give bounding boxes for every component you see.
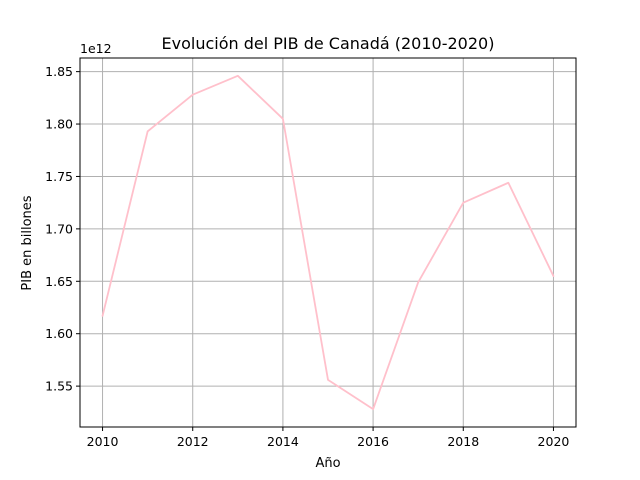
y-tick-label: 1.70 xyxy=(45,221,73,236)
x-tick-label: 2020 xyxy=(538,434,570,449)
x-tick-label: 2010 xyxy=(87,434,119,449)
y-tick-label: 1.65 xyxy=(45,274,73,289)
y-tick-label: 1.55 xyxy=(45,379,73,394)
x-tick-label: 2018 xyxy=(447,434,479,449)
x-axis-label: Año xyxy=(315,456,340,471)
x-tick-label: 2014 xyxy=(267,434,299,449)
chart-title: Evolución del PIB de Canadá (2010-2020) xyxy=(162,34,495,53)
y-tick-label: 1.85 xyxy=(45,64,73,79)
plot-area-frame xyxy=(79,57,577,428)
series-lines xyxy=(101,74,555,411)
x-tick-label: 2012 xyxy=(177,434,209,449)
x-tick-label: 2016 xyxy=(357,434,389,449)
y-tick-label: 1.60 xyxy=(45,326,73,341)
y-tick-label: 1.80 xyxy=(45,117,73,132)
y-axis-offset-label: 1e12 xyxy=(80,41,112,56)
y-tick-label: 1.75 xyxy=(45,169,73,184)
axis-ticks: 2010 2012 2014 2016 2018 2020 1.55 1.60 1.65 1.70… xyxy=(45,64,569,449)
y-axis-label: PIB en billones xyxy=(20,195,35,290)
series-line xyxy=(101,74,555,411)
